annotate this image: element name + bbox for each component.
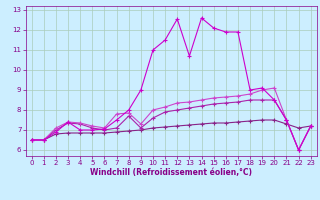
X-axis label: Windchill (Refroidissement éolien,°C): Windchill (Refroidissement éolien,°C) <box>90 168 252 177</box>
